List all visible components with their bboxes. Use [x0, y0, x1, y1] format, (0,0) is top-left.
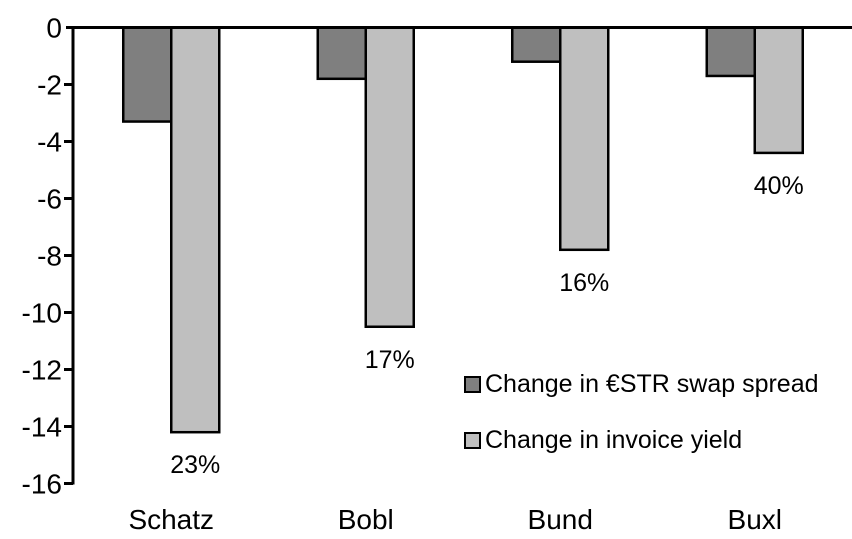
x-axis-category-label-bobl: Bobl	[338, 504, 394, 535]
y-axis-tick-label: -2	[37, 70, 62, 101]
legend: Change in €STR swap spread Change in inv…	[464, 371, 819, 483]
bar-bobl-change-in-invoice-yield	[364, 26, 415, 328]
y-axis-tick-label: -6	[37, 184, 62, 215]
bar-schatz-change-in-invoice-yield	[170, 26, 221, 434]
y-axis-tick-label: -4	[37, 127, 62, 158]
y-axis-tick-label: -10	[22, 298, 62, 329]
x-axis-category-label-schatz: Schatz	[128, 504, 214, 535]
y-axis-tick-label: -14	[22, 412, 62, 443]
legend-swatch-invoice-yield	[464, 432, 481, 449]
bar-buxl-change-in-invoice-yield	[753, 26, 804, 155]
y-axis-tick-label: 0	[46, 13, 62, 44]
legend-item-invoice-yield: Change in invoice yield	[464, 427, 819, 454]
bar-value-label-bund: 16%	[559, 269, 609, 297]
bar-bund-change-in-str-swap-spread	[511, 26, 562, 63]
x-axis-category-label-buxl: Buxl	[728, 504, 782, 535]
y-axis-tick-label: -8	[37, 241, 62, 272]
bar-bund-change-in-invoice-yield	[559, 26, 610, 252]
y-axis-tick-label: -12	[22, 355, 62, 386]
bar-buxl-change-in-str-swap-spread	[705, 26, 756, 78]
legend-label-swap-spread: Change in €STR swap spread	[485, 370, 819, 398]
legend-swatch-swap-spread	[464, 376, 481, 393]
legend-label-invoice-yield: Change in invoice yield	[485, 426, 743, 454]
bar-value-label-buxl: 40%	[754, 172, 804, 200]
x-axis-category-label-bund: Bund	[528, 504, 593, 535]
bar-value-label-bobl: 17%	[365, 346, 415, 374]
bar-value-label-schatz: 23%	[170, 451, 220, 479]
bar-schatz-change-in-str-swap-spread	[122, 26, 173, 123]
legend-item-swap-spread: Change in €STR swap spread	[464, 371, 819, 398]
y-axis-tick-label: -16	[22, 469, 62, 500]
bar-bobl-change-in-str-swap-spread	[316, 26, 367, 81]
